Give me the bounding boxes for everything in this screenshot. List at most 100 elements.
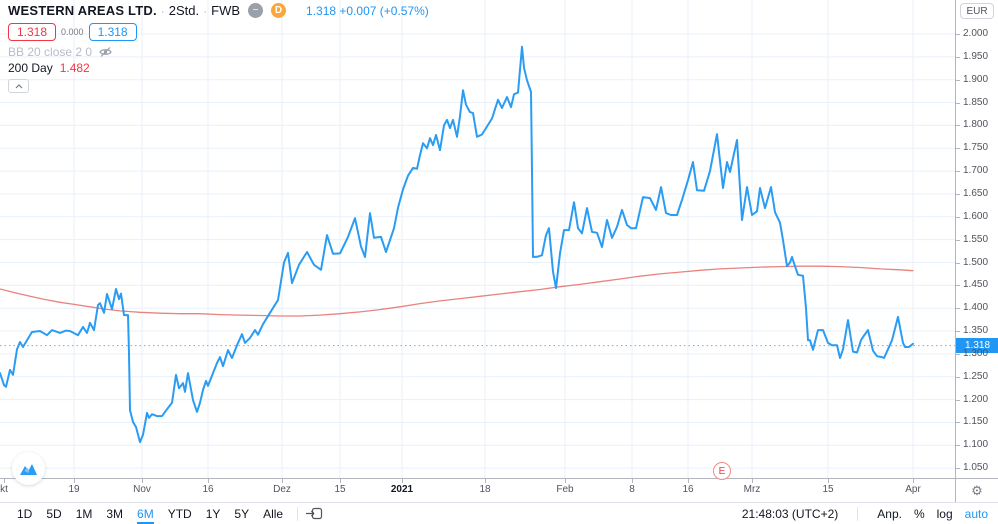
- price-tick-mark: [956, 377, 960, 378]
- time-tick-label: Nov: [133, 484, 151, 495]
- price-tick-mark: [956, 468, 960, 469]
- price-tick-mark: [956, 171, 960, 172]
- time-tick-mark: [402, 479, 403, 483]
- range-button-label: 3M: [106, 506, 124, 521]
- price-axis[interactable]: EUR 1.318 2.000 1.950 1.900 1.850 1.800 1.750…: [955, 0, 998, 478]
- time-tick-label: 19: [68, 484, 80, 495]
- range-button-ytd[interactable]: YTD: [161, 506, 199, 522]
- time-tick-label: 15: [822, 484, 834, 495]
- range-button-1d[interactable]: 1D: [10, 506, 39, 522]
- range-button-label: Alle: [263, 506, 284, 521]
- sell-button[interactable]: 1.318: [8, 22, 57, 41]
- time-tick-mark: [752, 479, 753, 483]
- time-tick-mark: [688, 479, 689, 483]
- range-button-3m[interactable]: 3M: [99, 506, 130, 522]
- toolbar-divider: [297, 506, 299, 521]
- current-price-badge: 1.318: [956, 338, 998, 353]
- ma-indicator-row: 200 Day 1.482: [8, 61, 429, 75]
- range-button-alle[interactable]: Alle: [256, 506, 290, 522]
- price-tick-label: 2.000: [963, 28, 989, 39]
- time-tick-mark: [828, 479, 829, 483]
- price-tick-label: 1.150: [963, 416, 989, 427]
- price-change-pct: (+0.57%): [379, 3, 429, 18]
- range-button-label: YTD: [167, 506, 192, 521]
- price-tick-mark: [956, 285, 960, 286]
- time-tick-label: kt: [0, 484, 8, 495]
- exchange-label[interactable]: FWB: [211, 3, 241, 18]
- separator-dot: ·: [203, 3, 208, 18]
- time-tick-mark: [913, 479, 914, 483]
- gear-icon[interactable]: ⚙: [971, 483, 983, 498]
- eye-off-icon[interactable]: [98, 46, 113, 58]
- clock[interactable]: 21:48:03 (UTC+2): [741, 506, 839, 521]
- time-tick-mark: [208, 479, 209, 483]
- quote-line: 1.318 +0.007 (+0.57%): [306, 4, 429, 18]
- interval-label[interactable]: 2Std.: [168, 3, 200, 18]
- logo-button[interactable]: [12, 452, 45, 485]
- bottom-toolbar: 1D 5D 1M 3M 6M YTD 1Y 5Y Alle 21:48:03 (UTC+2) A…: [0, 502, 998, 524]
- ma-indicator-value: 1.482: [59, 61, 90, 75]
- percent-scale-toggle[interactable]: %: [913, 506, 925, 521]
- time-tick-label: 16: [682, 484, 694, 495]
- range-button-5d[interactable]: 5D: [39, 506, 68, 522]
- range-buttons: 1D 5D 1M 3M 6M YTD 1Y 5Y Alle: [10, 506, 290, 524]
- bb-indicator-label[interactable]: BB 20 close 2 0: [8, 45, 93, 59]
- price-tick-label: 1.550: [963, 234, 989, 245]
- earnings-marker[interactable]: E: [713, 462, 731, 480]
- time-tick-mark: [485, 479, 486, 483]
- range-button-6m[interactable]: 6M: [130, 506, 161, 524]
- buy-button[interactable]: 1.318: [88, 22, 137, 41]
- price-tick-label: 1.100: [963, 439, 989, 450]
- price-tick-label: 1.250: [963, 371, 989, 382]
- go-to-date-icon[interactable]: [305, 506, 323, 521]
- price-tick-mark: [956, 148, 960, 149]
- price-line-series[interactable]: [0, 45, 914, 444]
- chart-region[interactable]: EUR 1.318 2.000 1.950 1.900 1.850 1.800 1.750…: [0, 0, 998, 485]
- range-button-label: 5Y: [234, 506, 250, 521]
- price-tick-label: 1.750: [963, 142, 989, 153]
- range-button-label: 1Y: [205, 506, 221, 521]
- time-tick-label: 18: [479, 484, 491, 495]
- bb-indicator-row: BB 20 close 2 0: [8, 45, 429, 59]
- adjust-toggle[interactable]: Anp.: [877, 506, 902, 521]
- price-tick-mark: [956, 263, 960, 264]
- symbol-row: WESTERN AREAS LTD. · 2Std. · FWB − D 1.3…: [8, 2, 429, 19]
- range-button-label: 6M: [137, 506, 154, 524]
- range-button-1y[interactable]: 1Y: [199, 506, 228, 522]
- range-button-label: 1M: [75, 506, 93, 521]
- price-tick-mark: [956, 194, 960, 195]
- ma-line-series[interactable]: [0, 265, 914, 317]
- price-tick-label: 1.700: [963, 165, 989, 176]
- ma-indicator-label[interactable]: 200 Day: [8, 61, 53, 75]
- time-tick-label: Feb: [556, 484, 574, 495]
- price-tick-mark: [956, 445, 960, 446]
- time-tick-label: Apr: [905, 484, 921, 495]
- toolbar-right: 21:48:03 (UTC+2) Anp. % log auto: [741, 506, 988, 521]
- collapse-symbol-button[interactable]: −: [248, 3, 264, 18]
- range-button-label: 1D: [17, 506, 33, 521]
- legend: WESTERN AREAS LTD. · 2Std. · FWB − D 1.3…: [8, 2, 429, 93]
- price-tick-label: 1.850: [963, 97, 989, 108]
- price-tick-mark: [956, 103, 960, 104]
- range-button-5y[interactable]: 5Y: [227, 506, 256, 522]
- price-chart-canvas[interactable]: [0, 0, 955, 478]
- log-scale-toggle[interactable]: log: [936, 506, 953, 521]
- price-tick-mark: [956, 240, 960, 241]
- price-tick-mark: [956, 217, 960, 218]
- time-tick-mark: [74, 479, 75, 483]
- toolbar-divider: [857, 506, 859, 521]
- time-axis[interactable]: ⚙ kt 19 Nov 16 Dez 15 2021 18 Feb 8 16 Mrz 15 Apr: [0, 478, 998, 502]
- price-tick-label: 1.400: [963, 302, 989, 313]
- time-tick-label: 16: [202, 484, 214, 495]
- spread-value: 0.000: [61, 26, 84, 37]
- separator-dot: ·: [160, 3, 165, 18]
- legend-collapse-button[interactable]: [8, 79, 29, 93]
- price-change: +0.007: [339, 3, 377, 18]
- symbol-title[interactable]: WESTERN AREAS LTD.: [8, 3, 157, 18]
- price-tick-mark: [956, 57, 960, 58]
- currency-toggle[interactable]: EUR: [960, 3, 994, 19]
- price-tick-label: 1.500: [963, 257, 989, 268]
- range-button-1m[interactable]: 1M: [69, 506, 100, 522]
- time-tick-mark: [282, 479, 283, 483]
- auto-scale-toggle[interactable]: auto: [964, 506, 988, 521]
